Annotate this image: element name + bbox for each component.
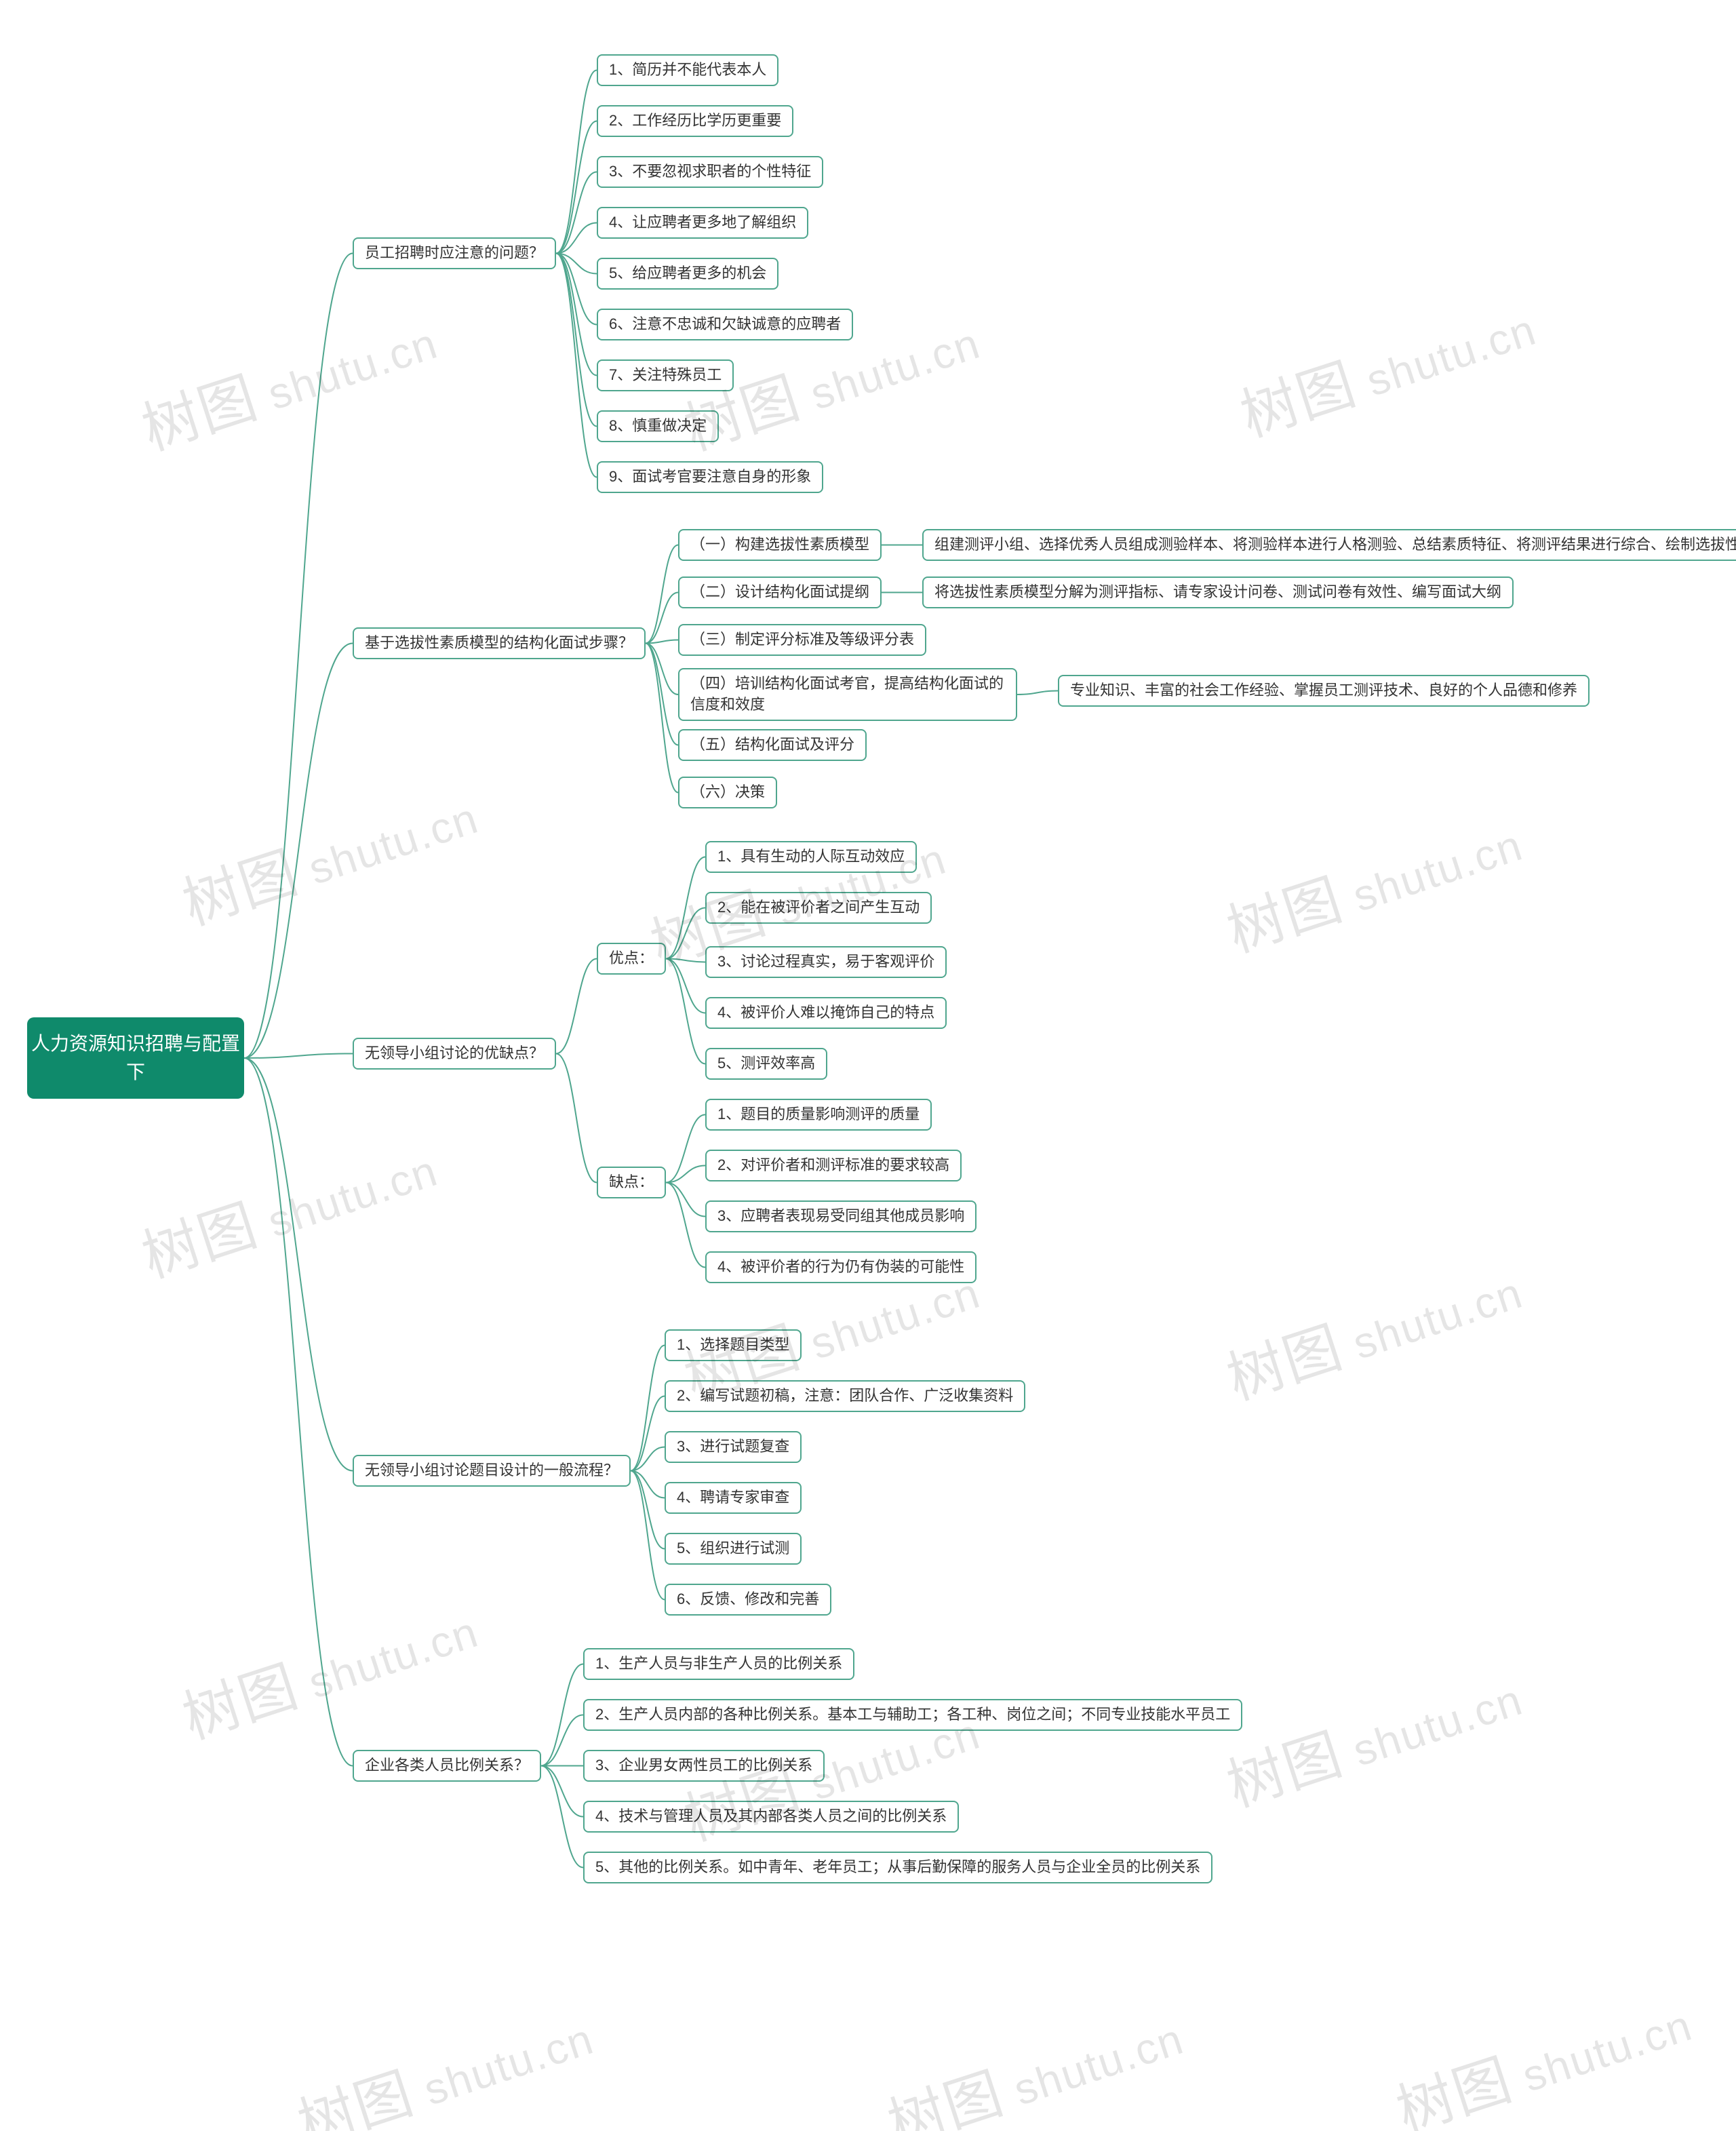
- branch-node: 基于选拔性素质模型的结构化面试步骤？: [353, 627, 646, 659]
- leaf-node: （六）决策: [678, 777, 777, 808]
- leaf-node: 6、反馈、修改和完善: [665, 1584, 831, 1616]
- watermark: 树图 shutu.cn: [171, 1582, 486, 1755]
- branch-node: 无领导小组讨论题目设计的一般流程？: [353, 1455, 631, 1487]
- leaf-node: 5、测评效率高: [705, 1048, 827, 1080]
- leaf-node: 1、生产人员与非生产人员的比例关系: [583, 1648, 854, 1680]
- leaf-node: 7、关注特殊员工: [597, 359, 734, 391]
- leaf-node: 专业知识、丰富的社会工作经验、掌握员工测评技术、良好的个人品德和修养: [1058, 675, 1590, 707]
- root-node-line: 下: [126, 1058, 145, 1087]
- sub-node: 优点：: [597, 943, 666, 975]
- leaf-node: 1、选择题目类型: [665, 1329, 802, 1361]
- leaf-node: 6、注意不忠诚和欠缺诚意的应聘者: [597, 309, 853, 340]
- leaf-node: 5、组织进行试测: [665, 1533, 802, 1565]
- leaf-node: 2、能在被评价者之间产生互动: [705, 892, 932, 924]
- leaf-node: （五）结构化面试及评分: [678, 729, 867, 761]
- mindmap-canvas: 人力资源知识招聘与配置下 员工招聘时应注意的问题？ 1、简历并不能代表本人 2、工作经…: [0, 0, 1736, 2131]
- leaf-node: 3、进行试题复查: [665, 1431, 802, 1463]
- watermark: 树图 shutu.cn: [1215, 1650, 1531, 1822]
- watermark: 树图 shutu.cn: [1215, 1243, 1531, 1415]
- leaf-node: 4、被评价者的行为仍有伪装的可能性: [705, 1251, 976, 1283]
- sub-node: （一）构建选拔性素质模型: [678, 529, 882, 561]
- branch-node: 企业各类人员比例关系？: [353, 1750, 541, 1782]
- leaf-node: 4、被评价人难以掩饰自己的特点: [705, 997, 947, 1029]
- leaf-node: 1、题目的质量影响测评的质量: [705, 1099, 932, 1131]
- watermark: 树图 shutu.cn: [1385, 1976, 1700, 2131]
- sub-node: 缺点：: [597, 1167, 666, 1198]
- leaf-node: 9、面试考官要注意自身的形象: [597, 461, 823, 493]
- watermark: 树图 shutu.cn: [876, 1989, 1191, 2131]
- leaf-node: 3、不要忽视求职者的个性特征: [597, 156, 823, 188]
- sub-node: （二）设计结构化面试提纲: [678, 576, 882, 608]
- leaf-node: 3、应聘者表现易受同组其他成员影响: [705, 1200, 976, 1232]
- leaf-node: 8、慎重做决定: [597, 410, 719, 442]
- watermark: 树图 shutu.cn: [1229, 280, 1544, 452]
- watermark: 树图 shutu.cn: [171, 768, 486, 941]
- leaf-node: 5、给应聘者更多的机会: [597, 258, 778, 290]
- root-node-line: 人力资源知识招聘与配置: [31, 1030, 240, 1058]
- leaf-node: 1、简历并不能代表本人: [597, 54, 778, 86]
- watermark: 树图 shutu.cn: [1215, 796, 1531, 968]
- leaf-node: 组建测评小组、选择优秀人员组成测验样本、将测验样本进行人格测验、总结素质特征、将…: [922, 529, 1736, 561]
- leaf-node: 4、让应聘者更多地了解组织: [597, 207, 808, 239]
- watermark: 树图 shutu.cn: [130, 294, 446, 466]
- watermark: 树图 shutu.cn: [130, 1121, 446, 1293]
- leaf-node: 2、生产人员内部的各种比例关系。基本工与辅助工；各工种、岗位之间；不同专业技能水…: [583, 1699, 1242, 1731]
- leaf-node: 2、对评价者和测评标准的要求较高: [705, 1150, 962, 1181]
- leaf-node: 3、讨论过程真实，易于客观评价: [705, 946, 947, 978]
- leaf-node: 4、技术与管理人员及其内部各类人员之间的比例关系: [583, 1801, 959, 1833]
- root-node: 人力资源知识招聘与配置下: [27, 1017, 244, 1099]
- leaf-node: 2、编写试题初稿，注意：团队合作、广泛收集资料: [665, 1380, 1025, 1412]
- leaf-node: 3、企业男女两性员工的比例关系: [583, 1750, 825, 1782]
- leaf-node: 4、聘请专家审查: [665, 1482, 802, 1514]
- leaf-node: 将选拔性素质模型分解为测评指标、请专家设计问卷、测试问卷有效性、编写面试大纲: [922, 576, 1514, 608]
- watermark: 树图 shutu.cn: [286, 1989, 601, 2131]
- leaf-node: 2、工作经历比学历更重要: [597, 105, 793, 137]
- branch-node: 员工招聘时应注意的问题？: [353, 237, 556, 269]
- branch-node: 无领导小组讨论的优缺点？: [353, 1038, 556, 1070]
- leaf-node: 1、具有生动的人际互动效应: [705, 841, 917, 873]
- sub-node: （四）培训结构化面试考官，提高结构化面试的信度和效度: [678, 668, 1017, 721]
- leaf-node: 5、其他的比例关系。如中青年、老年员工；从事后勤保障的服务人员与企业全员的比例关…: [583, 1852, 1212, 1883]
- leaf-node: （三）制定评分标准及等级评分表: [678, 624, 926, 656]
